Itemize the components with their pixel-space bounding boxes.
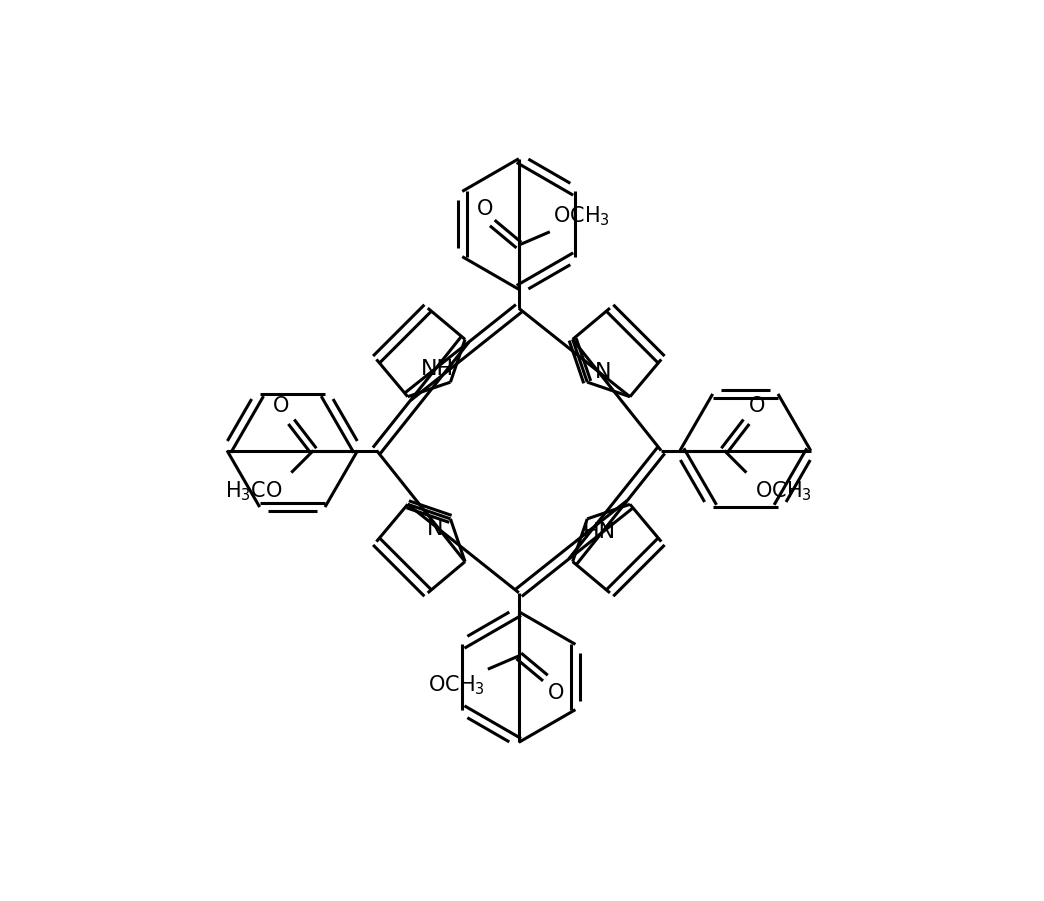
Text: OCH$_3$: OCH$_3$: [755, 479, 812, 503]
Text: OCH$_3$: OCH$_3$: [428, 673, 484, 697]
Text: O: O: [272, 396, 289, 416]
Text: N: N: [595, 361, 612, 382]
Text: OCH$_3$: OCH$_3$: [553, 204, 610, 228]
Text: O: O: [547, 683, 564, 704]
Text: HN: HN: [584, 522, 616, 542]
Text: O: O: [749, 396, 765, 416]
Text: NH: NH: [421, 359, 454, 379]
Text: N: N: [426, 519, 443, 540]
Text: H$_3$CO: H$_3$CO: [226, 479, 283, 503]
Text: O: O: [477, 199, 493, 219]
